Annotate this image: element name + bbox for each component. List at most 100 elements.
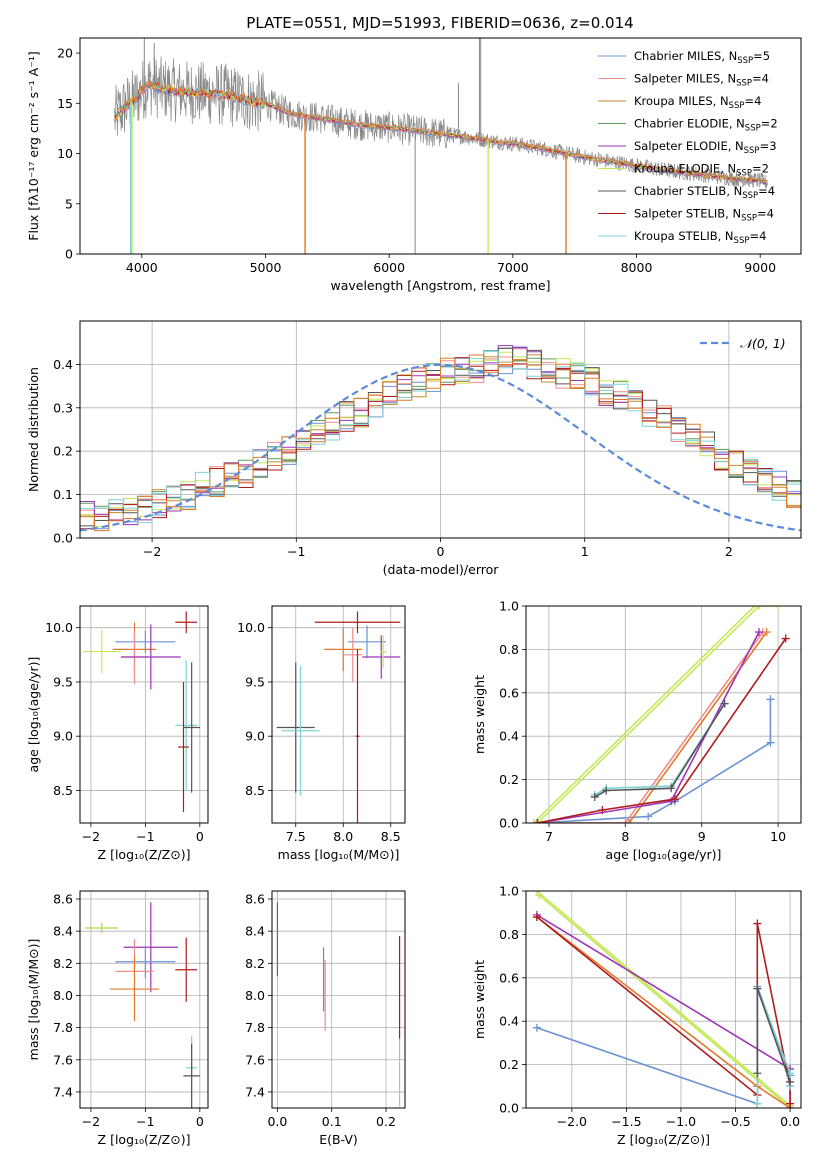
plus-marker xyxy=(753,1099,762,1108)
axes-frame xyxy=(79,605,209,824)
x-tick-label: 0.0 xyxy=(780,1114,800,1129)
plus-marker xyxy=(766,738,775,747)
x-axis-label: wavelength [Angstrom, rest frame] xyxy=(330,278,550,293)
legend-label-text: Chabrier STELIB, N xyxy=(634,184,742,198)
y-tick-label: 0.4 xyxy=(499,1014,519,1029)
mass-weight-line xyxy=(537,631,760,823)
y-tick-label: 5 xyxy=(65,196,73,211)
axes-frame xyxy=(271,890,406,1109)
legend-label-sub: SSP xyxy=(744,146,760,156)
legend-label-text: Kroupa MILES, N xyxy=(634,94,729,108)
y-tick-label: 8.2 xyxy=(245,956,265,971)
mass-weight-line xyxy=(533,606,756,823)
y-axis-label: mass weight xyxy=(472,675,487,754)
y-tick-label: 0 xyxy=(65,247,73,262)
legend-label: Salpeter MILES, NSSP=4 xyxy=(634,72,769,89)
legend-label-suffix: =4 xyxy=(744,94,761,108)
x-axis-label: (data-model)/error xyxy=(383,562,500,577)
legend-label-suffix: =3 xyxy=(760,139,777,153)
y-axis-label: mass [log₁₀(M/M⊙)] xyxy=(26,939,41,1061)
legend-label-text: Salpeter MILES, N xyxy=(634,72,736,86)
x-tick-label: 7000 xyxy=(497,260,529,275)
model-spectrum-line xyxy=(114,81,768,185)
plus-marker xyxy=(621,819,630,823)
y-tick-label: 1.0 xyxy=(499,884,519,899)
panel-massweight-vs-age: 7 8 9 10 0.0 0.2 0.4 0.6 0.8 1.0 age [log₁₀(age/yr… xyxy=(472,599,802,862)
legend-label-gaussian: 𝒩(0, 1) xyxy=(740,336,786,351)
plus-marker xyxy=(754,628,763,637)
x-tick-label: 8000 xyxy=(621,260,653,275)
legend-label-suffix: =4 xyxy=(757,207,774,221)
x-axis-label: Z [log₁₀(Z/Z⊙)] xyxy=(617,1132,710,1147)
plus-marker xyxy=(529,819,538,823)
y-tick-label: 15 xyxy=(57,96,73,111)
x-tick-label: 0.2 xyxy=(376,1114,396,1129)
mass-weight-line xyxy=(537,638,787,823)
x-axis-label: age [log₁₀(age/yr)] xyxy=(606,847,722,862)
y-tick-label: 8.5 xyxy=(245,783,265,798)
y-tick-label: 7.8 xyxy=(245,1020,265,1035)
y-tick-label: 8.4 xyxy=(245,924,265,939)
x-tick-label: 8.5 xyxy=(381,829,401,844)
plus-marker xyxy=(753,984,762,993)
x-tick-label: 0.0 xyxy=(267,1114,287,1129)
x-tick-label: −2.0 xyxy=(557,1114,587,1129)
panel-residual-histogram: −2 −1 0 1 2 0.0 0.1 0.2 0.3 0.4 (data-model)/error… xyxy=(26,320,802,577)
legend-label: Salpeter ELODIE, NSSP=3 xyxy=(634,139,777,156)
y-tick-label: 9.5 xyxy=(53,674,73,689)
plus-marker xyxy=(781,634,790,643)
panel-age-vs-Z: −2 −1 0 8.5 9.0 9.5 10.0 Z [log₁₀(Z/Z⊙)] age [lo… xyxy=(26,605,209,862)
y-tick-label: 0.8 xyxy=(499,642,519,657)
plus-marker xyxy=(786,1077,795,1086)
y-tick-label: 1.0 xyxy=(499,599,519,614)
y-tick-label: 0.8 xyxy=(499,927,519,942)
mass-weight-line xyxy=(536,914,791,1108)
legend-label-sub: SSP xyxy=(736,79,752,89)
y-tick-label: 9.0 xyxy=(245,729,265,744)
legend-label-text: Kroupa STELIB, N xyxy=(634,229,734,243)
x-tick-label: 8.0 xyxy=(333,829,353,844)
legend-label-sub: SSP xyxy=(745,124,761,134)
mass-weight-line xyxy=(537,631,764,823)
y-tick-label: 8.2 xyxy=(53,956,73,971)
y-tick-label: 8.6 xyxy=(53,892,73,907)
y-tick-label: 8.0 xyxy=(245,988,265,1003)
y-tick-label: 7.6 xyxy=(53,1052,73,1067)
gaussian-curve xyxy=(80,363,801,532)
x-tick-label: 0.1 xyxy=(322,1114,342,1129)
legend-label: Chabrier STELIB, NSSP=4 xyxy=(634,184,775,201)
mass-weight-line xyxy=(537,631,768,823)
plus-marker xyxy=(602,786,611,795)
x-tick-label: −1 xyxy=(287,544,305,559)
plus-marker xyxy=(753,919,762,928)
legend-label-text: Salpeter ELODIE, N xyxy=(634,139,744,153)
legend-label-text: Chabrier MILES, N xyxy=(634,49,737,63)
legend-label: Kroupa STELIB, NSSP=4 xyxy=(634,229,766,246)
y-tick-label: 8.5 xyxy=(53,783,73,798)
legend-label-suffix: =2 xyxy=(752,162,769,176)
x-tick-label: 7 xyxy=(545,829,553,844)
axes-frame xyxy=(525,890,802,1109)
x-tick-label: 9000 xyxy=(744,260,776,275)
x-tick-label: −2 xyxy=(82,829,100,844)
x-axis-label: Z [log₁₀(Z/Z⊙)] xyxy=(98,847,191,862)
y-tick-label: 7.4 xyxy=(245,1084,265,1099)
legend-label-suffix: =4 xyxy=(752,72,769,86)
y-tick-label: 10 xyxy=(57,146,73,161)
y-tick-label: 0.3 xyxy=(53,400,73,415)
y-axis-label: Flux [fλ10⁻¹⁷ erg cm⁻² s⁻¹ A⁻¹] xyxy=(26,51,41,240)
y-tick-label: 0.2 xyxy=(53,444,73,459)
axes-frame xyxy=(525,605,802,824)
plus-marker xyxy=(598,805,607,814)
y-tick-label: 0.0 xyxy=(499,1101,519,1116)
legend-label: Chabrier ELODIE, NSSP=2 xyxy=(634,117,778,134)
x-tick-label: 10 xyxy=(770,829,786,844)
x-tick-label: 6000 xyxy=(373,260,405,275)
y-tick-label: 8.4 xyxy=(53,924,73,939)
plot-area xyxy=(529,606,790,823)
legend-label-sub: SSP xyxy=(742,191,758,201)
plot-area xyxy=(532,891,795,1108)
plus-marker xyxy=(532,913,541,922)
